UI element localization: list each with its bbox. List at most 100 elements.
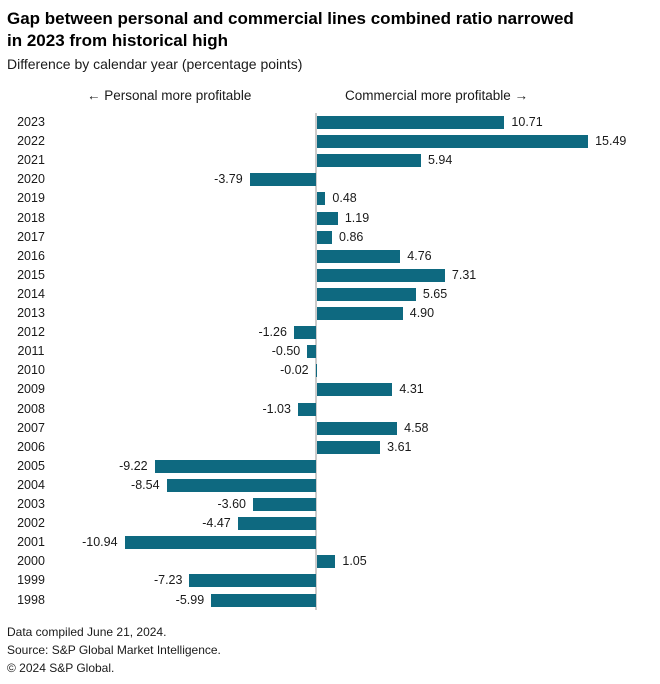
value-label: -5.99 bbox=[175, 592, 205, 607]
chart-row: 2001 -10.94 bbox=[0, 533, 660, 552]
value-label: -9.22 bbox=[119, 458, 148, 473]
data-bar bbox=[293, 326, 316, 340]
value-label: 15.49 bbox=[595, 134, 627, 149]
chart-row: 2015 7.31 bbox=[0, 266, 660, 285]
year-tick-label: 2008 bbox=[17, 401, 45, 416]
data-bar bbox=[249, 173, 316, 187]
data-bar bbox=[317, 116, 505, 129]
value-label: 4.90 bbox=[409, 306, 435, 320]
year-tick-label: 2002 bbox=[17, 516, 45, 531]
data-bar bbox=[317, 421, 398, 435]
value-label: 0.48 bbox=[332, 191, 357, 206]
value-label: -3.79 bbox=[214, 172, 243, 187]
chart-row: 2021 5.94 bbox=[0, 151, 660, 170]
year-tick-label: 2013 bbox=[17, 306, 45, 320]
chart-row: 2017 0.86 bbox=[0, 228, 660, 247]
chart-row: 2018 1.19 bbox=[0, 209, 660, 228]
data-bar bbox=[317, 249, 401, 263]
chart-row: 2008 -1.03 bbox=[0, 400, 660, 419]
data-bar bbox=[317, 230, 333, 244]
year-tick-label: 2012 bbox=[17, 325, 45, 340]
value-label: -1.03 bbox=[262, 401, 291, 416]
data-bar bbox=[317, 192, 326, 206]
year-tick-label: 2005 bbox=[17, 458, 45, 473]
chart-row: 2019 0.48 bbox=[0, 189, 660, 208]
data-bar bbox=[317, 383, 393, 397]
year-tick-label: 2014 bbox=[17, 286, 45, 301]
chart-row: 2003 -3.60 bbox=[0, 495, 660, 514]
chart-row: 2006 3.61 bbox=[0, 438, 660, 457]
year-tick-label: 2020 bbox=[17, 172, 45, 187]
value-label: -0.02 bbox=[280, 363, 309, 378]
year-tick-label: 2016 bbox=[17, 248, 45, 263]
data-bar bbox=[317, 555, 336, 569]
data-bar bbox=[237, 517, 316, 531]
value-label: 4.76 bbox=[407, 248, 432, 263]
year-tick-label: 2011 bbox=[17, 344, 45, 359]
data-bar bbox=[317, 154, 421, 168]
value-label: -7.23 bbox=[153, 573, 183, 588]
chart-row: 2000 1.05 bbox=[0, 552, 660, 571]
year-tick-label: 2003 bbox=[17, 497, 45, 511]
commercial-direction-label: Commercial more profitable → bbox=[345, 88, 529, 103]
chart-row: 2009 4.31 bbox=[0, 380, 660, 399]
data-bar bbox=[166, 478, 316, 492]
data-bar bbox=[317, 268, 445, 282]
data-bar bbox=[211, 593, 316, 607]
value-label: 4.31 bbox=[399, 382, 424, 397]
year-tick-label: 2021 bbox=[17, 153, 45, 168]
value-label: 0.86 bbox=[339, 229, 364, 244]
zero-axis-line bbox=[315, 113, 317, 610]
value-label: 5.94 bbox=[427, 153, 453, 168]
year-tick-label: 2010 bbox=[17, 363, 45, 378]
data-bar bbox=[317, 440, 381, 454]
data-bar bbox=[317, 211, 338, 225]
year-tick-label: 2007 bbox=[17, 420, 45, 435]
year-tick-label: 2019 bbox=[17, 191, 45, 206]
chart-row: 2013 4.90 bbox=[0, 304, 660, 323]
chart-row: 2011 -0.50 bbox=[0, 342, 660, 361]
chart-row: 2022 15.49 bbox=[0, 132, 660, 151]
year-tick-label: 2001 bbox=[17, 535, 45, 550]
year-tick-label: 2022 bbox=[17, 134, 45, 149]
data-bar bbox=[124, 536, 316, 550]
chart-row: 2004 -8.54 bbox=[0, 476, 660, 495]
footer-copyright: © 2024 S&P Global. bbox=[7, 661, 115, 675]
value-label: -8.54 bbox=[131, 477, 160, 492]
data-bar bbox=[189, 574, 316, 588]
chart-row: 2016 4.76 bbox=[0, 247, 660, 266]
value-label: 1.05 bbox=[342, 554, 367, 569]
bar-chart-plot: 2023 10.71 2022 15.49 2021 5.94 2020 -3.79 2019 0… bbox=[0, 113, 660, 610]
year-tick-label: 2018 bbox=[17, 210, 45, 225]
data-bar bbox=[317, 287, 416, 301]
footer-source: Source: S&P Global Market Intelligence. bbox=[7, 643, 221, 657]
year-tick-label: 1999 bbox=[17, 573, 45, 588]
value-label: -1.26 bbox=[258, 325, 287, 340]
data-bar bbox=[317, 307, 403, 320]
value-label: -0.50 bbox=[271, 344, 301, 359]
chart-footer: Data compiled June 21, 2024. Source: S&P… bbox=[7, 623, 655, 677]
year-tick-label: 2004 bbox=[17, 477, 45, 492]
value-label: 4.58 bbox=[404, 420, 429, 435]
chart-row: 1998 -5.99 bbox=[0, 591, 660, 610]
year-tick-label: 2017 bbox=[17, 229, 45, 244]
chart-row: 2014 5.65 bbox=[0, 285, 660, 304]
year-tick-label: 2006 bbox=[17, 439, 45, 454]
chart-title: Gap between personal and commercial line… bbox=[7, 8, 655, 52]
chart-row: 2005 -9.22 bbox=[0, 457, 660, 476]
personal-direction-label: ← Personal more profitable bbox=[87, 88, 252, 103]
year-tick-label: 2023 bbox=[17, 115, 45, 129]
value-label: 10.71 bbox=[511, 115, 543, 129]
data-bar bbox=[297, 402, 316, 416]
chart-row: 2002 -4.47 bbox=[0, 514, 660, 533]
chart-title-line2: in 2023 from historical high bbox=[7, 31, 229, 50]
year-tick-label: 2009 bbox=[17, 382, 45, 397]
value-label: 5.65 bbox=[422, 286, 448, 301]
year-tick-label: 2015 bbox=[17, 267, 45, 282]
chart-row: 2007 4.58 bbox=[0, 419, 660, 438]
value-label: 1.19 bbox=[344, 210, 370, 225]
chart-row: 2023 10.71 bbox=[0, 113, 660, 132]
chart-row: 2020 -3.79 bbox=[0, 170, 660, 189]
chart-subtitle: Difference by calendar year (percentage … bbox=[7, 56, 303, 72]
